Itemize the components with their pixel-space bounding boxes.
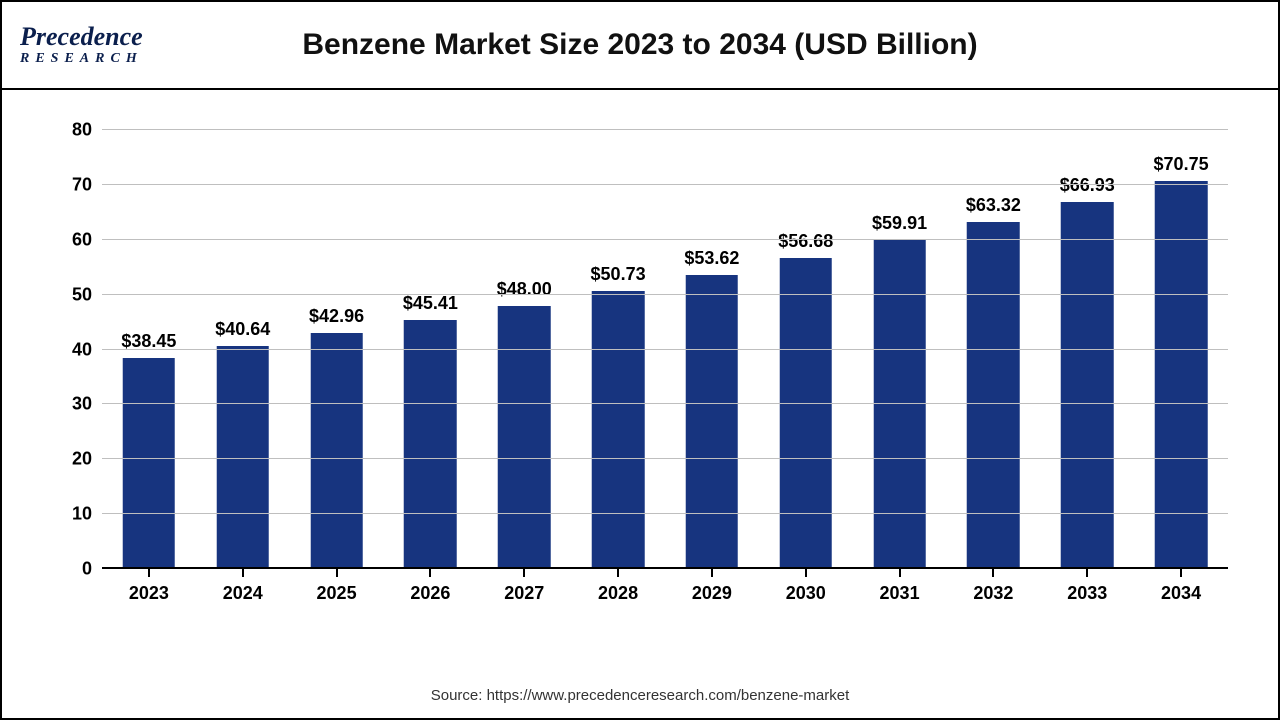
x-tick-label: 2031 [880, 583, 920, 604]
y-tick-label: 40 [32, 339, 92, 360]
x-tick-label: 2026 [410, 583, 450, 604]
x-tick-mark [992, 569, 994, 577]
y-tick-label: 50 [32, 284, 92, 305]
bar [967, 222, 1020, 569]
bar-slot: $56.682030 [759, 130, 853, 569]
bar [498, 306, 551, 569]
x-tick-mark [1086, 569, 1088, 577]
bar-slot: $50.732028 [571, 130, 665, 569]
x-tick-label: 2034 [1161, 583, 1201, 604]
grid-line [102, 349, 1228, 350]
x-tick-mark [242, 569, 244, 577]
bar-value-label: $63.32 [966, 195, 1021, 216]
grid-line [102, 184, 1228, 185]
grid-line [102, 403, 1228, 404]
y-tick-label: 30 [32, 394, 92, 415]
x-tick-mark [336, 569, 338, 577]
header: Precedence RESEARCH Benzene Market Size … [2, 2, 1278, 90]
bar [779, 258, 832, 569]
bar-value-label: $45.41 [403, 293, 458, 314]
chart-area: $38.452023$40.642024$42.962025$45.412026… [2, 90, 1278, 679]
bar [592, 291, 645, 569]
y-tick-label: 20 [32, 449, 92, 470]
x-tick-label: 2033 [1067, 583, 1107, 604]
x-tick-label: 2030 [786, 583, 826, 604]
x-tick-mark [805, 569, 807, 577]
y-tick-label: 0 [32, 559, 92, 580]
grid-line [102, 294, 1228, 295]
y-tick-label: 80 [32, 120, 92, 141]
x-tick-mark [899, 569, 901, 577]
bar-value-label: $42.96 [309, 306, 364, 327]
grid-line [102, 239, 1228, 240]
x-tick-mark [711, 569, 713, 577]
grid-line [102, 129, 1228, 130]
x-tick-label: 2032 [973, 583, 1013, 604]
bar-slot: $59.912031 [853, 130, 947, 569]
x-tick-label: 2028 [598, 583, 638, 604]
bar [873, 240, 926, 569]
y-tick-label: 70 [32, 174, 92, 195]
x-tick-label: 2024 [223, 583, 263, 604]
source-caption: Source: https://www.precedenceresearch.c… [2, 679, 1278, 718]
bar-value-label: $40.64 [215, 319, 270, 340]
x-tick-label: 2025 [317, 583, 357, 604]
bar-value-label: $56.68 [778, 231, 833, 252]
bar-slot: $40.642024 [196, 130, 290, 569]
x-tick-mark [429, 569, 431, 577]
bar-slot: $63.322032 [947, 130, 1041, 569]
bar [686, 275, 739, 569]
x-tick-mark [617, 569, 619, 577]
bar-slot: $66.932033 [1040, 130, 1134, 569]
bar-slot: $38.452023 [102, 130, 196, 569]
grid-line [102, 567, 1228, 569]
chart-container: Precedence RESEARCH Benzene Market Size … [0, 0, 1280, 720]
bar-value-label: $50.73 [591, 264, 646, 285]
grid-line [102, 458, 1228, 459]
bar [310, 333, 363, 569]
bar-slot: $42.962025 [290, 130, 384, 569]
bar-value-label: $53.62 [684, 248, 739, 269]
chart-title: Benzene Market Size 2023 to 2034 (USD Bi… [2, 28, 1278, 62]
bar-value-label: $59.91 [872, 213, 927, 234]
x-tick-mark [1180, 569, 1182, 577]
bar-slot: $53.622029 [665, 130, 759, 569]
bar [123, 358, 176, 569]
bar-slot: $70.752034 [1134, 130, 1228, 569]
bar-value-label: $66.93 [1060, 175, 1115, 196]
bar [404, 320, 457, 569]
bar-slot: $45.412026 [384, 130, 478, 569]
x-tick-mark [148, 569, 150, 577]
grid-line [102, 513, 1228, 514]
bar-value-label: $70.75 [1154, 154, 1209, 175]
x-tick-mark [523, 569, 525, 577]
bars-layer: $38.452023$40.642024$42.962025$45.412026… [102, 130, 1228, 569]
bar-slot: $48.002027 [477, 130, 571, 569]
x-tick-label: 2027 [504, 583, 544, 604]
plot-area: $38.452023$40.642024$42.962025$45.412026… [102, 130, 1228, 569]
x-tick-label: 2023 [129, 583, 169, 604]
y-tick-label: 60 [32, 229, 92, 250]
x-tick-label: 2029 [692, 583, 732, 604]
y-tick-label: 10 [32, 504, 92, 525]
bar-value-label: $48.00 [497, 279, 552, 300]
